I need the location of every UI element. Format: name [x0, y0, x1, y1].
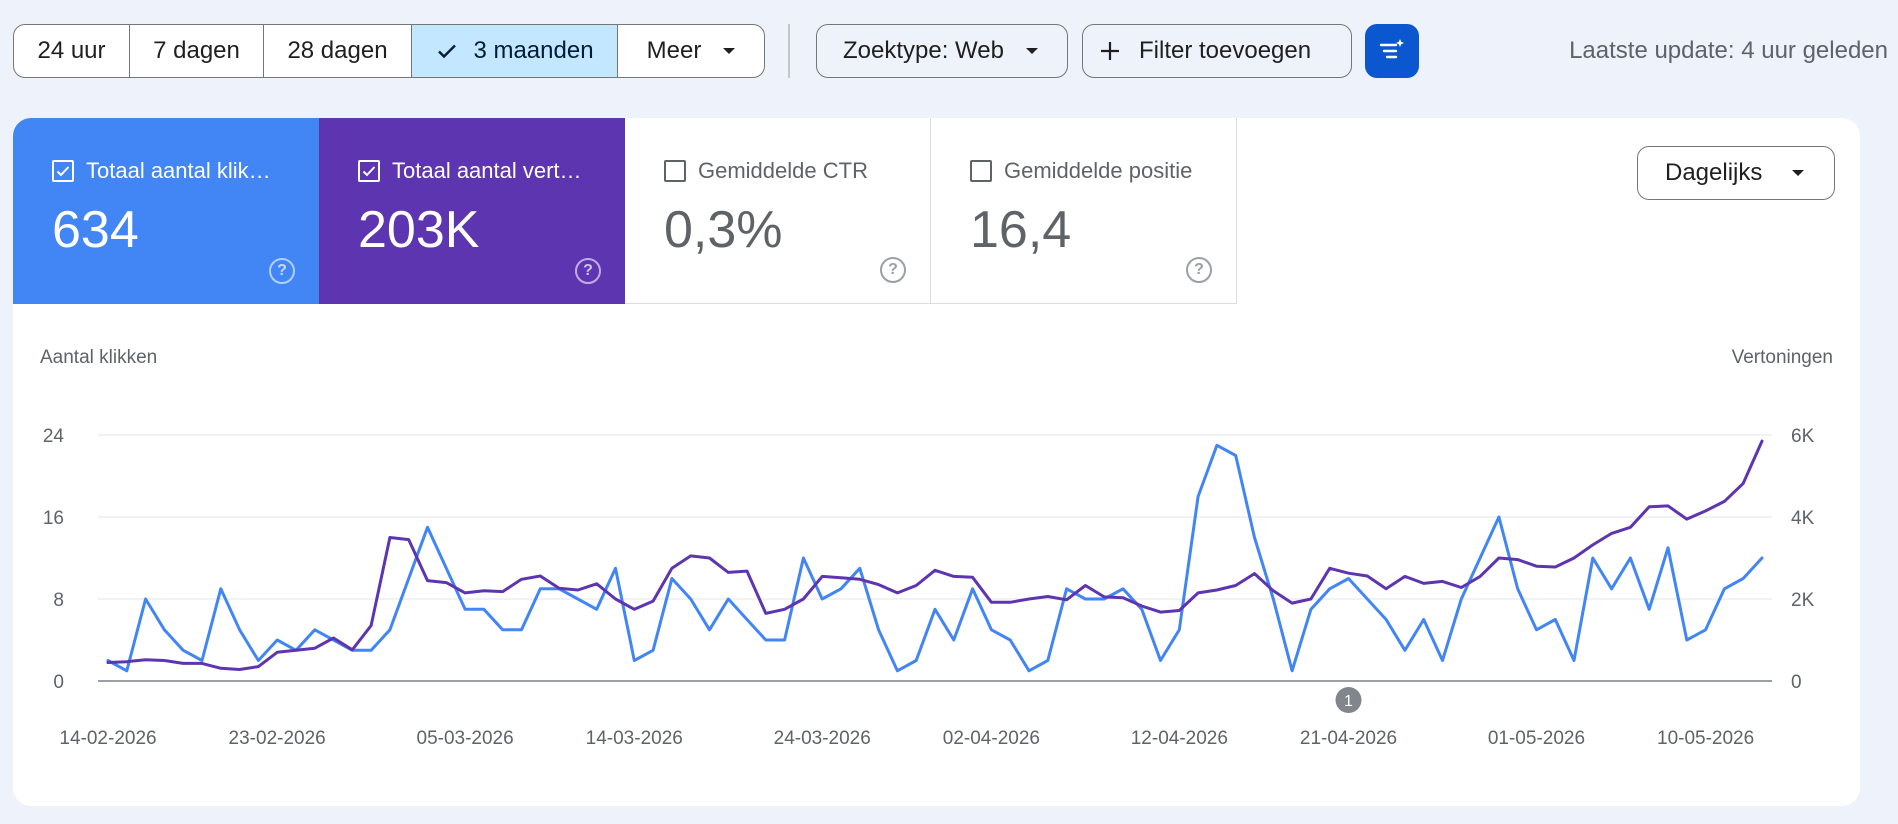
- check-icon: [438, 44, 457, 59]
- x-tick-label: 05-03-2026: [417, 728, 514, 749]
- metric-label: Gemiddelde CTR: [698, 158, 868, 183]
- range-28d-button[interactable]: 28 dagen: [264, 25, 412, 77]
- left-tick-label: 24: [43, 426, 65, 447]
- x-tick-label: 23-02-2026: [229, 728, 326, 749]
- metric-value: 203K: [358, 201, 480, 259]
- metric-value: 0,3%: [664, 201, 783, 259]
- right-tick-label: 2K: [1791, 590, 1815, 611]
- metric-label: Totaal aantal vert…: [392, 158, 582, 183]
- chevron-down-icon: [1792, 170, 1805, 176]
- performance-card: Totaal aantal klik… 634 ? Totaal aantal …: [13, 118, 1860, 806]
- metric-average-ctr[interactable]: Gemiddelde CTR 0,3% ?: [625, 118, 931, 304]
- right-tick-label: 6K: [1791, 426, 1815, 447]
- more-ranges-dropdown[interactable]: Meer: [618, 25, 764, 77]
- divider: [788, 24, 790, 78]
- metric-label: Totaal aantal klik…: [86, 158, 271, 183]
- chevron-down-icon: [1025, 48, 1038, 54]
- series-line-right: [106, 439, 1764, 671]
- right-axis-label: Vertoningen: [1732, 347, 1833, 368]
- chart-annotations: 1: [1335, 687, 1362, 713]
- toolbar: 24 uur 7 dagen 28 dagen 3 maanden Meer Z…: [13, 24, 1898, 78]
- metric-label: Gemiddelde positie: [1004, 158, 1193, 183]
- annotation-marker[interactable]: [1335, 687, 1362, 713]
- metric-value: 634: [52, 201, 139, 259]
- x-tick-label: 10-05-2026: [1657, 728, 1754, 749]
- granularity-dropdown[interactable]: Dagelijks: [1637, 146, 1835, 200]
- filter-sparkle-icon: [1379, 39, 1404, 59]
- x-tick-label: 21-04-2026: [1300, 728, 1397, 749]
- more-label: Meer: [646, 37, 702, 64]
- plus-icon: [1101, 42, 1119, 60]
- right-tick-label: 4K: [1791, 508, 1815, 529]
- metric-value: 16,4: [970, 201, 1072, 259]
- checkbox-unchecked-icon[interactable]: [970, 160, 992, 182]
- range-3m-label: 3 maanden: [473, 37, 594, 64]
- left-tick-label: 8: [53, 590, 64, 611]
- date-range-selector: 24 uur 7 dagen 28 dagen 3 maanden Meer: [13, 24, 765, 78]
- range-24h-button[interactable]: 24 uur: [14, 25, 130, 77]
- granularity-label: Dagelijks: [1665, 159, 1763, 186]
- left-axis-label: Aantal klikken: [40, 347, 157, 368]
- last-update-text: Laatste update: 4 uur geleden: [1569, 37, 1888, 64]
- help-icon[interactable]: ?: [575, 258, 601, 284]
- search-type-dropdown[interactable]: Zoektype: Web: [816, 24, 1068, 78]
- add-filter-label: Filter toevoegen: [1139, 37, 1312, 64]
- x-tick-label: 01-05-2026: [1488, 728, 1585, 749]
- left-tick-label: 0: [53, 672, 64, 693]
- add-filter-button[interactable]: Filter toevoegen: [1082, 24, 1352, 78]
- help-icon[interactable]: ?: [269, 258, 295, 284]
- range-3m-button[interactable]: 3 maanden: [412, 25, 618, 77]
- x-tick-label: 14-02-2026: [59, 728, 156, 749]
- metric-average-position[interactable]: Gemiddelde positie 16,4 ?: [931, 118, 1237, 304]
- help-icon[interactable]: ?: [880, 257, 906, 283]
- help-icon[interactable]: ?: [1186, 257, 1212, 283]
- left-tick-label: 16: [43, 508, 64, 529]
- x-tick-label: 12-04-2026: [1131, 728, 1228, 749]
- x-tick-label: 24-03-2026: [774, 728, 871, 749]
- metric-total-clicks[interactable]: Totaal aantal klik… 634 ?: [13, 118, 319, 304]
- annotation-label: 1: [1344, 693, 1353, 710]
- axis-ticks: 0 0 8 2K 16 4K 24 6K 14-02-2026 23-02-2026 05-03-2…: [43, 426, 1815, 749]
- x-tick-label: 02-04-2026: [943, 728, 1040, 749]
- chevron-down-icon: [723, 48, 736, 54]
- right-tick-label: 0: [1791, 672, 1802, 693]
- checkbox-checked-icon[interactable]: [358, 160, 380, 182]
- performance-chart: Aantal klikken Vertoningen 0 0 8 2K 16 4K 24 6K…: [40, 347, 1833, 749]
- search-type-label: Zoektype: Web: [843, 37, 1004, 64]
- grid-lines: [98, 434, 1772, 682]
- range-7d-button[interactable]: 7 dagen: [130, 25, 264, 77]
- filter-suggestions-button[interactable]: [1365, 24, 1419, 78]
- checkbox-checked-icon[interactable]: [52, 160, 74, 182]
- checkbox-unchecked-icon[interactable]: [664, 160, 686, 182]
- metric-total-impressions[interactable]: Totaal aantal vert… 203K ?: [319, 118, 625, 304]
- series-line-left: [106, 443, 1764, 673]
- x-tick-label: 14-03-2026: [586, 728, 683, 749]
- chart-series: [106, 439, 1764, 673]
